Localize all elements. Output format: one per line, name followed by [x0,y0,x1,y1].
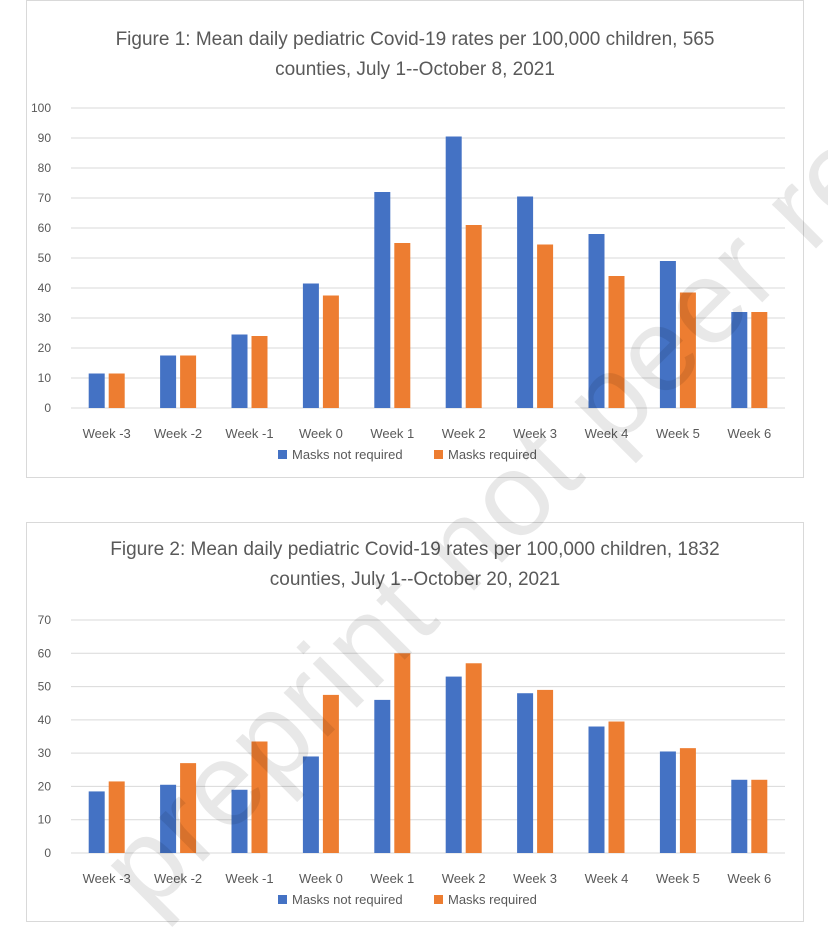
figure-2-bar-masks-not-required [88,791,105,853]
figure-1-bar-masks-not-required [302,283,319,408]
figure-2-legend-swatch-masks-required [434,895,443,904]
figure-2-legend-label-masks-required: Masks required [448,892,537,907]
figure-2-x-tick-label: Week 4 [585,871,629,886]
figure-2-bar-masks-not-required [374,699,391,853]
figure-1-y-tick-label: 20 [38,341,52,355]
figure-2-bar-masks-not-required [517,693,534,853]
figure-2-bar-masks-not-required [160,784,177,853]
figure-2-bar-masks-required [679,748,696,853]
figure-1-x-tick-label: Week 2 [442,426,486,441]
figure-1-bar-masks-required [608,276,625,408]
figure-1-x-tick-label: Week -1 [225,426,273,441]
figure-1-x-tick-label: Week -2 [154,426,202,441]
figure-2-y-tick-label: 60 [38,646,52,660]
figure-2-bar-masks-not-required [588,726,605,853]
figure-1-bar-masks-not-required [659,261,676,408]
figure-1-x-tick-label: Week 4 [585,426,629,441]
figure-1-x-tick-label: Week 3 [513,426,557,441]
figure-2-x-tick-label: Week 5 [656,871,700,886]
figure-2-legend-label-masks-not-required: Masks not required [292,892,403,907]
figure-1-x-tick-label: Week 1 [370,426,414,441]
figure-2-x-tick-label: Week 0 [299,871,343,886]
figure-1-bar-masks-not-required [445,136,462,408]
figure-2-x-tick-label: Week -2 [154,871,202,886]
figure-2-y-tick-label: 40 [38,713,52,727]
figure-2-bar-masks-required [537,689,554,853]
figure-1-bar-masks-required [108,373,125,408]
figure-2-x-tick-label: Week 2 [442,871,486,886]
figure-1-bar-masks-not-required [374,192,391,408]
figure-2-bar-masks-required [394,653,411,853]
figure-1-x-tick-label: Week 6 [727,426,771,441]
figure-1-title-line2: counties, July 1--October 8, 2021 [275,59,555,80]
figure-2-chart: Figure 2: Mean daily pediatric Covid-19 … [26,522,804,922]
figure-2-bar-masks-required [322,694,339,853]
figure-1-bar-masks-required [679,292,696,408]
figure-2-x-tick-label: Week 6 [727,871,771,886]
figure-1-bar-masks-not-required [731,312,748,408]
figure-1-bar-masks-not-required [88,373,105,408]
figure-2-bar-masks-required [751,779,768,853]
figure-1-legend-label-masks-not-required: Masks not required [292,447,403,462]
figure-1-y-tick-label: 90 [38,131,52,145]
figure-2-y-tick-label: 50 [38,680,52,694]
figure-2-x-tick-label: Week -3 [83,871,131,886]
figure-1-bar-masks-required [251,336,268,408]
figure-1-bar-masks-required [465,225,482,408]
figure-2-bar-masks-required [251,741,268,853]
figure-2-bar-masks-not-required [445,676,462,853]
figure-2-title-line2: counties, July 1--October 20, 2021 [270,569,560,590]
figure-2-x-tick-label: Week -1 [225,871,273,886]
figure-1-bar-masks-required [537,244,554,408]
figure-1-y-tick-label: 30 [38,311,52,325]
figure-1-legend-swatch-masks-not-required [278,450,287,459]
figure-1-bar-masks-required [180,355,197,408]
figure-1-bar-masks-not-required [588,234,605,408]
figure-1-y-tick-label: 0 [44,401,51,415]
figure-2-bar-masks-required [465,663,482,853]
figure-2-x-tick-label: Week 1 [370,871,414,886]
figure-1-bar-masks-required [322,295,339,408]
figure-1-legend-label-masks-required: Masks required [448,447,537,462]
figure-2-legend-swatch-masks-not-required [278,895,287,904]
figure-1-x-tick-label: Week 5 [656,426,700,441]
figure-1-legend-swatch-masks-required [434,450,443,459]
figure-2-bar-masks-not-required [659,751,676,853]
figure-2-y-tick-label: 70 [38,613,52,627]
figure-2-title: Figure 2: Mean daily pediatric Covid-19 … [110,539,719,560]
figure-1-y-tick-label: 100 [31,101,51,115]
figure-2-y-tick-label: 10 [38,813,52,827]
figure-1-y-tick-label: 10 [38,371,52,385]
figure-1-bar-masks-not-required [231,334,248,408]
figure-2-y-tick-label: 20 [38,779,52,793]
figure-2-bar-masks-not-required [302,756,319,853]
figure-1-bar-masks-not-required [160,355,177,408]
figure-1-bar-masks-required [751,312,768,408]
figure-1-y-tick-label: 70 [38,191,52,205]
figure-1-bar-masks-required [394,243,411,408]
figure-1-y-tick-label: 60 [38,221,52,235]
figure-1-chart: Figure 1: Mean daily pediatric Covid-19 … [26,0,804,478]
figure-1-y-tick-label: 80 [38,161,52,175]
figure-1-x-tick-label: Week -3 [83,426,131,441]
figure-2-bar-masks-required [180,763,197,853]
figure-1-x-tick-label: Week 0 [299,426,343,441]
figure-1-title: Figure 1: Mean daily pediatric Covid-19 … [116,29,715,50]
figure-2-x-tick-label: Week 3 [513,871,557,886]
figure-1-y-tick-label: 50 [38,251,52,265]
figure-2-y-tick-label: 30 [38,746,52,760]
figure-2-bar-masks-not-required [731,779,748,853]
figure-1-bar-masks-not-required [517,196,534,408]
figure-2-svg: Figure 2: Mean daily pediatric Covid-19 … [38,539,785,907]
figure-2-bar-masks-required [608,721,625,853]
figure-1-y-tick-label: 40 [38,281,52,295]
figure-2-bar-masks-not-required [231,789,248,853]
figure-2-y-tick-label: 0 [44,846,51,860]
figure-1-svg: Figure 1: Mean daily pediatric Covid-19 … [31,29,785,462]
figure-2-bar-masks-required [108,781,125,853]
